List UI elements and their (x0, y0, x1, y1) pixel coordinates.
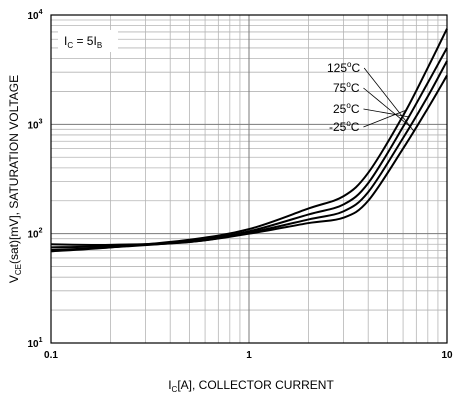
annotation-box (58, 30, 118, 52)
leader-lines (363, 67, 415, 132)
series-lines (50, 28, 448, 253)
leader-line-125c (363, 67, 415, 132)
plot-frame (50, 14, 448, 344)
series-line--25c (50, 28, 448, 253)
leader-line-25c (363, 108, 409, 118)
series-label-125c: 125oC (327, 60, 360, 75)
series-label--25c: -25oC (329, 119, 360, 134)
y-tick-label: 103 (27, 118, 42, 131)
leader-line-75c (363, 87, 411, 127)
y-tick-labels: 101 102 103 104 (27, 9, 42, 350)
x-tick-label: 0.1 (44, 350, 58, 361)
leader-line--25c (363, 109, 407, 128)
x-axis-title: IC[A], COLLECTOR CURRENT (168, 378, 334, 394)
x-tick-label: 10 (441, 350, 453, 361)
series-label-75c: 75oC (333, 80, 360, 95)
y-tick-label: 101 (27, 337, 42, 350)
x-tick-labels: 0.1 1 10 (44, 350, 453, 361)
y-tick-label: 104 (27, 9, 42, 22)
y-axis-title: VCE(sat)[mV], SATURATION VOLTAGE (7, 75, 23, 283)
annotation-text: IC = 5IB (64, 34, 102, 50)
series-label-25c: 25oC (333, 101, 360, 116)
series-labels: 125oC 75oC 25oC -25oC (327, 60, 360, 134)
x-tick-label: 1 (246, 350, 252, 361)
y-tick-label: 102 (27, 228, 42, 241)
